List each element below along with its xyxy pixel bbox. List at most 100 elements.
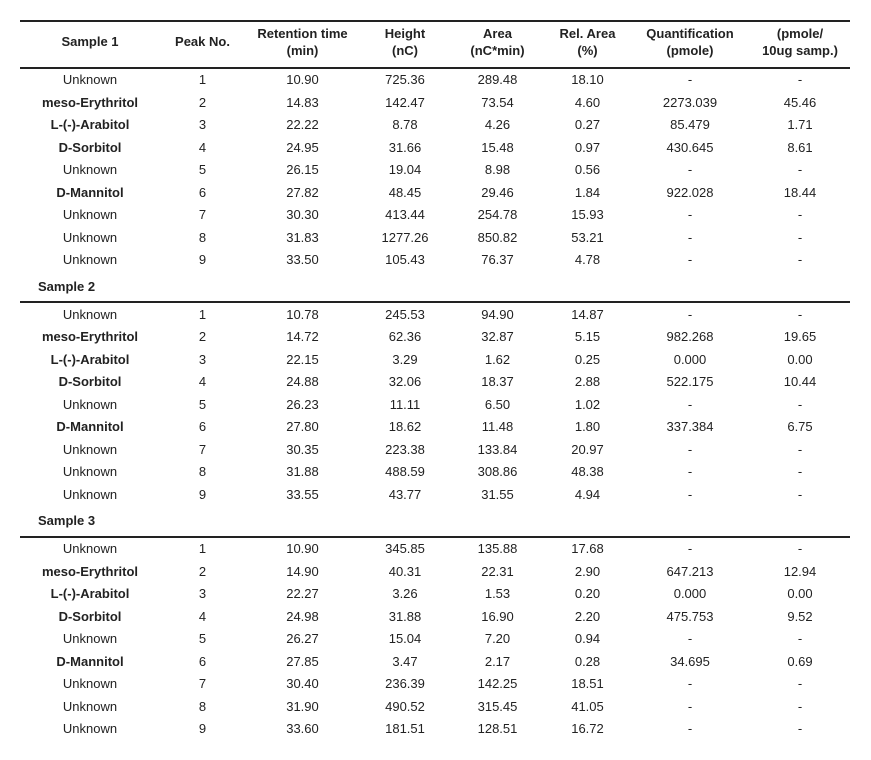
cell-pmole: - — [750, 461, 850, 484]
cell-rt: 10.90 — [245, 537, 360, 561]
cell-pmole: - — [750, 537, 850, 561]
cell-area: 15.48 — [450, 136, 545, 159]
cell-quant: 0.000 — [630, 348, 750, 371]
cell-quant: - — [630, 302, 750, 326]
cell-height: 31.66 — [360, 136, 450, 159]
cell-rt: 31.83 — [245, 226, 360, 249]
cell-area: 7.20 — [450, 628, 545, 651]
cell-rel: 17.68 — [545, 537, 630, 561]
cell-height: 11.11 — [360, 393, 450, 416]
cell-quant: 430.645 — [630, 136, 750, 159]
cell-rel: 18.51 — [545, 673, 630, 696]
cell-quant: 475.753 — [630, 605, 750, 628]
cell-rt: 27.80 — [245, 416, 360, 439]
cell-rel: 0.28 — [545, 650, 630, 673]
cell-rt: 26.27 — [245, 628, 360, 651]
cell-rt: 33.60 — [245, 718, 360, 741]
table-row: Unknown933.60181.51128.5116.72-- — [20, 718, 850, 741]
col-peak: Peak No. — [160, 21, 245, 68]
cell-quant: - — [630, 393, 750, 416]
cell-quant: 337.384 — [630, 416, 750, 439]
cell-rel: 53.21 — [545, 226, 630, 249]
cell-rel: 0.56 — [545, 159, 630, 182]
cell-quant: 2273.039 — [630, 91, 750, 114]
cell-peak: 1 — [160, 68, 245, 92]
cell-pmole: - — [750, 226, 850, 249]
cell-peak: 9 — [160, 718, 245, 741]
cell-rel: 2.90 — [545, 560, 630, 583]
cell-peak: 8 — [160, 461, 245, 484]
cell-area: 22.31 — [450, 560, 545, 583]
cell-pmole: 19.65 — [750, 326, 850, 349]
cell-rt: 33.50 — [245, 249, 360, 272]
table-row: L-(-)-Arabitol322.228.784.260.2785.4791.… — [20, 114, 850, 137]
table-row: L-(-)-Arabitol322.153.291.620.250.0000.0… — [20, 348, 850, 371]
cell-rel: 15.93 — [545, 204, 630, 227]
section-header: Sample 3 — [20, 506, 850, 537]
cell-peak: 5 — [160, 159, 245, 182]
cell-quant: - — [630, 483, 750, 506]
cell-pmole: - — [750, 302, 850, 326]
cell-rt: 26.15 — [245, 159, 360, 182]
cell-height: 236.39 — [360, 673, 450, 696]
cell-area: 4.26 — [450, 114, 545, 137]
cell-rt: 30.35 — [245, 438, 360, 461]
cell-height: 142.47 — [360, 91, 450, 114]
cell-area: 76.37 — [450, 249, 545, 272]
cell-peak: 5 — [160, 393, 245, 416]
cell-rt: 26.23 — [245, 393, 360, 416]
cell-name: Unknown — [20, 673, 160, 696]
col-peak-l1: Peak No. — [175, 34, 230, 49]
cell-peak: 6 — [160, 416, 245, 439]
cell-rel: 0.27 — [545, 114, 630, 137]
cell-rel: 0.97 — [545, 136, 630, 159]
cell-rt: 24.98 — [245, 605, 360, 628]
cell-rt: 10.78 — [245, 302, 360, 326]
cell-peak: 7 — [160, 673, 245, 696]
table-row: Unknown933.50105.4376.374.78-- — [20, 249, 850, 272]
cell-name: L-(-)-Arabitol — [20, 583, 160, 606]
cell-pmole: 12.94 — [750, 560, 850, 583]
table-row: Unknown526.1519.048.980.56-- — [20, 159, 850, 182]
cell-quant: - — [630, 695, 750, 718]
cell-quant: - — [630, 226, 750, 249]
cell-quant: - — [630, 68, 750, 92]
cell-height: 1277.26 — [360, 226, 450, 249]
cell-peak: 2 — [160, 326, 245, 349]
cell-rel: 4.94 — [545, 483, 630, 506]
table-row: Unknown730.40236.39142.2518.51-- — [20, 673, 850, 696]
cell-peak: 8 — [160, 226, 245, 249]
col-relarea-l1: Rel. Area(%) — [560, 26, 616, 59]
cell-height: 490.52 — [360, 695, 450, 718]
cell-name: Unknown — [20, 204, 160, 227]
cell-name: meso-Erythritol — [20, 326, 160, 349]
cell-area: 133.84 — [450, 438, 545, 461]
table-header: Sample 1 Peak No. Retention time(min) He… — [20, 21, 850, 68]
cell-peak: 9 — [160, 249, 245, 272]
cell-pmole: 18.44 — [750, 181, 850, 204]
cell-rt: 27.85 — [245, 650, 360, 673]
col-relarea: Rel. Area(%) — [545, 21, 630, 68]
cell-peak: 2 — [160, 91, 245, 114]
table-row: Unknown831.88488.59308.8648.38-- — [20, 461, 850, 484]
col-sample: Sample 1 — [20, 21, 160, 68]
cell-rel: 48.38 — [545, 461, 630, 484]
table-row: Unknown730.30413.44254.7815.93-- — [20, 204, 850, 227]
cell-rt: 22.15 — [245, 348, 360, 371]
cell-height: 725.36 — [360, 68, 450, 92]
cell-name: meso-Erythritol — [20, 560, 160, 583]
cell-peak: 6 — [160, 650, 245, 673]
cell-height: 345.85 — [360, 537, 450, 561]
chromatography-results-table: Sample 1 Peak No. Retention time(min) He… — [20, 20, 850, 740]
table-row: Unknown110.90725.36289.4818.10-- — [20, 68, 850, 92]
cell-rt: 14.72 — [245, 326, 360, 349]
cell-peak: 4 — [160, 605, 245, 628]
cell-area: 315.45 — [450, 695, 545, 718]
col-height: Height(nC) — [360, 21, 450, 68]
cell-quant: 922.028 — [630, 181, 750, 204]
cell-name: Unknown — [20, 718, 160, 741]
table-row: Unknown526.2715.047.200.94-- — [20, 628, 850, 651]
cell-peak: 1 — [160, 302, 245, 326]
col-area: Area(nC*min) — [450, 21, 545, 68]
table-row: meso-Erythritol214.9040.3122.312.90647.2… — [20, 560, 850, 583]
